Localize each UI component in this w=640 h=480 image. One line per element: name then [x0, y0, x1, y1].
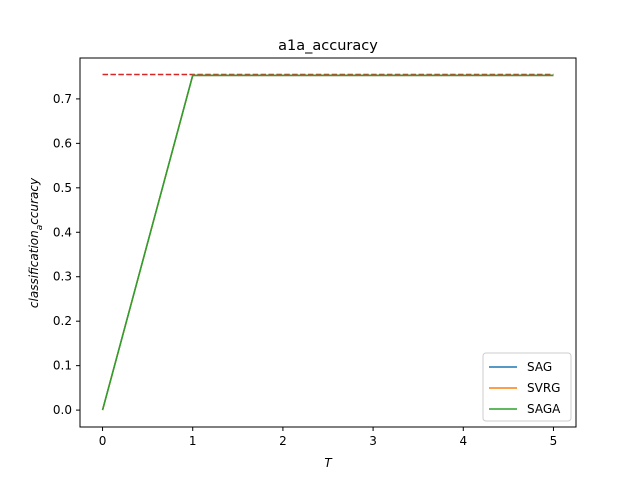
x-tick-label: 5 [550, 434, 558, 448]
y-tick-label: 0.2 [53, 314, 72, 328]
legend-box [482, 352, 572, 422]
axes-frame [79, 57, 577, 428]
legend-label-sag: SAG [527, 360, 552, 374]
y-tick-label: 0.4 [53, 225, 72, 239]
x-axis-label: T [324, 456, 333, 470]
y-tick-label: 0.6 [53, 136, 72, 150]
y-tick-label: 0.3 [53, 270, 72, 284]
chart-title: a1a_accuracy [278, 38, 378, 54]
y-axis-label: classificationaccuracy [27, 177, 45, 308]
x-tick-label: 4 [459, 434, 467, 448]
y-tick-label: 0.5 [53, 181, 72, 195]
legend-label-svrg: SVRG [527, 381, 560, 395]
y-axis-label-subscript: a [35, 225, 45, 231]
y-tick-label: 0.7 [53, 92, 72, 106]
y-axis-label-main: classification [27, 230, 41, 308]
legend: SAG SVRG SAGA [482, 352, 572, 422]
plot-area: 0 1 2 3 4 5 0.0 0.1 0.2 0.3 0.4 0.5 0.6 0.7 [53, 73, 558, 448]
y-tick-label: 0.1 [53, 359, 72, 373]
y-tick-label: 0.0 [53, 403, 72, 417]
x-tick-label: 3 [369, 434, 377, 448]
x-tick-label: 2 [279, 434, 287, 448]
x-tick-label: 0 [99, 434, 107, 448]
series-line-saga [101, 74, 554, 411]
x-tick-label: 1 [189, 434, 197, 448]
legend-label-saga: SAGA [527, 402, 561, 416]
y-axis-label-tail: ccuracy [27, 177, 41, 225]
